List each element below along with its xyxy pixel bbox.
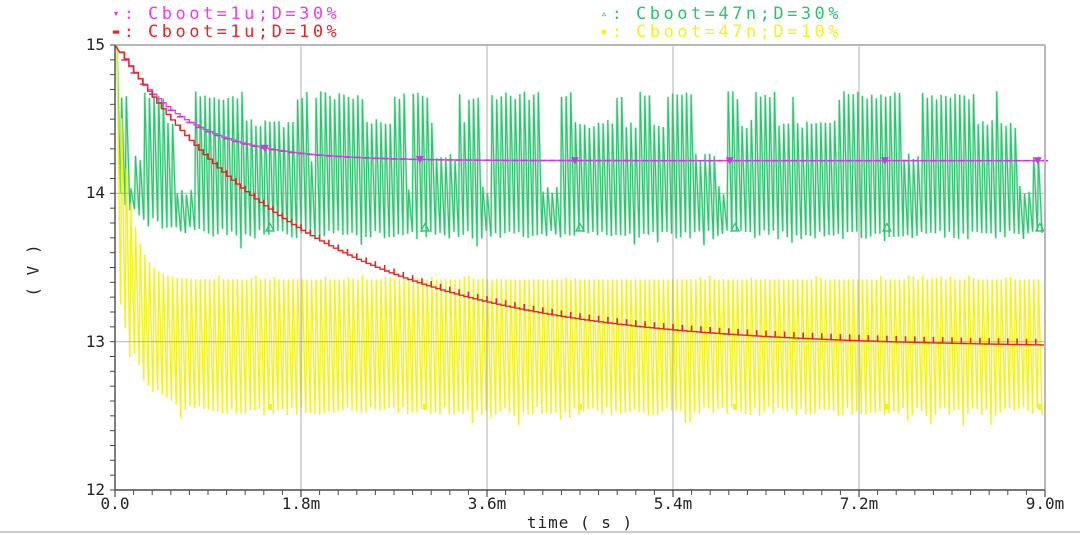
x-axis-title: time ( s ) — [526, 513, 634, 532]
legend-group-2: ▵: Cboot=47n;D=30% ▪: Cboot=47n;D=10% — [596, 4, 843, 42]
legend-label: Cboot=1u;D=30% — [148, 4, 341, 24]
up-triangle-marker-icon: ▵ — [600, 7, 608, 20]
legend-item-cboot-47n-d10[interactable]: ▪: Cboot=47n;D=10% — [596, 22, 843, 42]
dash-marker-icon: ▬ — [112, 25, 120, 38]
x-tick-label: 7.2m — [839, 494, 879, 513]
x-tick-label: 5.4m — [653, 494, 693, 513]
legend-label: Cboot=1u;D=10% — [148, 22, 341, 42]
x-tick-label: 3.6m — [467, 494, 507, 513]
square-marker-icon: ▪ — [600, 25, 608, 38]
legend-colon: : — [124, 4, 134, 23]
legend-item-cboot-1u-d30[interactable]: ▾: Cboot=1u;D=30% — [108, 4, 341, 24]
y-tick-label: 14 — [85, 183, 105, 203]
x-tick-label: 9.0m — [1025, 494, 1065, 513]
y-tick-label: 13 — [85, 331, 105, 351]
y-tick-label: 12 — [85, 480, 105, 499]
legend-group-1: ▾: Cboot=1u;D=30% ▬: Cboot=1u;D=10% — [108, 4, 341, 42]
y-axis-title: ( V ) — [23, 243, 43, 297]
legend-colon: : — [612, 4, 622, 23]
y-tick-label: 15 — [85, 35, 105, 54]
legend-colon: : — [612, 22, 622, 41]
down-triangle-marker-icon: ▾ — [112, 7, 120, 20]
legend-item-cboot-1u-d10[interactable]: ▬: Cboot=1u;D=10% — [108, 22, 341, 42]
legend-colon: : — [124, 22, 134, 41]
window-bottom-edge — [0, 531, 1080, 533]
legend-item-cboot-47n-d30[interactable]: ▵: Cboot=47n;D=30% — [596, 4, 843, 24]
x-tick-label: 0.0 — [100, 494, 130, 513]
y-axis-title-wrap: ( V ) — [18, 230, 48, 310]
x-tick-label: 1.8m — [281, 494, 321, 513]
legend-label: Cboot=47n;D=30% — [636, 4, 843, 24]
legend-label: Cboot=47n;D=10% — [636, 22, 843, 42]
